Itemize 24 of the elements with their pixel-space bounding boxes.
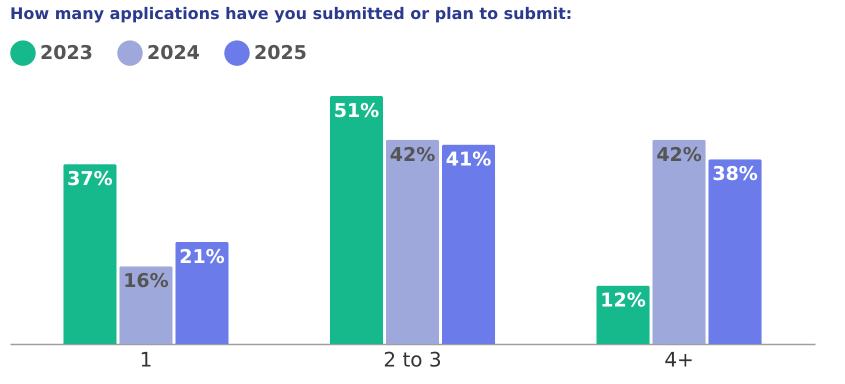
- bar: [330, 96, 384, 344]
- bar: [119, 266, 173, 344]
- legend-label: 2023: [40, 42, 93, 64]
- bar: [175, 242, 229, 344]
- data-label: 21%: [179, 246, 225, 268]
- data-label: 41%: [446, 148, 492, 171]
- data-label: 42%: [390, 144, 436, 166]
- bar: [63, 164, 117, 344]
- legend-label: 2024: [147, 42, 200, 64]
- x-tick-label: 2 to 3: [383, 348, 442, 372]
- bar: [386, 140, 440, 344]
- data-label: 38%: [712, 163, 758, 186]
- data-label: 16%: [123, 270, 169, 292]
- chart-title: How many applications have you submitted or plan to submit:: [10, 4, 572, 23]
- data-label: 12%: [600, 290, 646, 312]
- legend-label: 2025: [254, 42, 307, 64]
- bar: [708, 159, 762, 344]
- bar: [442, 144, 496, 344]
- data-label: 37%: [67, 168, 113, 190]
- data-label: 42%: [656, 144, 702, 166]
- bar: [652, 140, 706, 344]
- x-tick-label: 1: [140, 348, 152, 372]
- data-label: 51%: [334, 100, 380, 122]
- x-tick-label: 4+: [664, 348, 694, 372]
